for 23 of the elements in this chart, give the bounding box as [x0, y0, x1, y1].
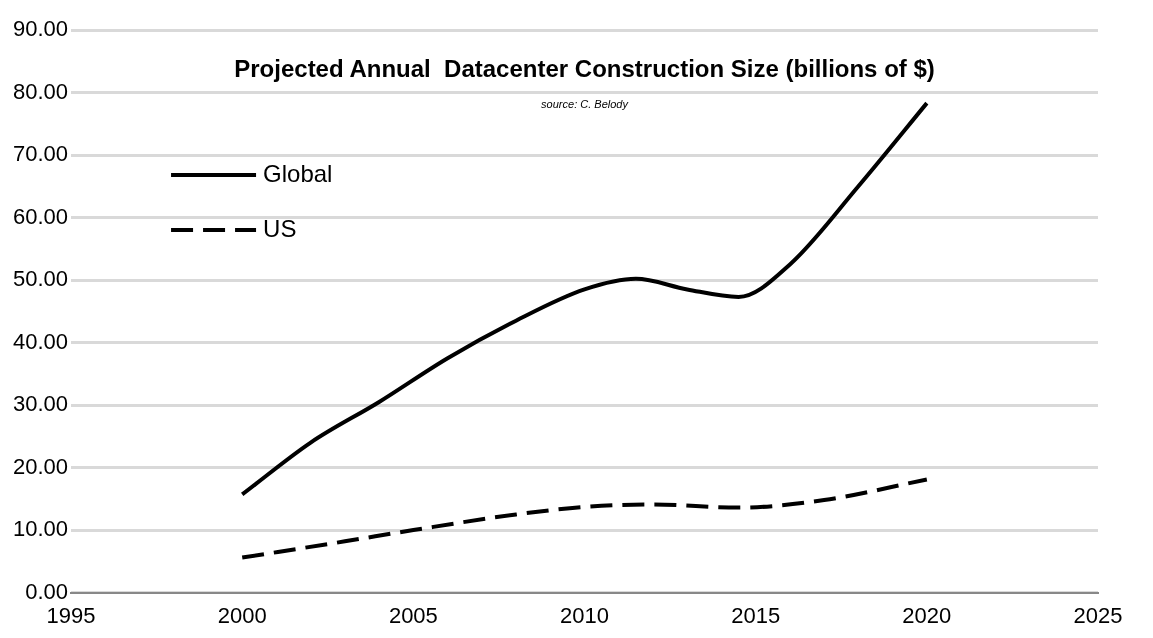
y-tick-label: 60.00 [12, 203, 69, 229]
y-tick-label: 0.00 [25, 578, 69, 604]
text: Projected Annual Datacenter Construction Size (billions of $) [234, 54, 935, 82]
y-tick-label: 30.00 [12, 391, 69, 417]
y-tick-label: 50.00 [12, 266, 69, 292]
x-tick-label: 2010 [560, 602, 609, 628]
line-series [240, 101, 929, 497]
x-tick-label: 2015 [731, 602, 781, 628]
x-tick-label: 1995 [46, 602, 96, 628]
y-tick-label: 40.00 [12, 328, 69, 354]
y-tick-label: 80.00 [12, 78, 69, 104]
y-tick-label: 70.00 [12, 141, 69, 167]
x-tick-label: 2025 [1073, 602, 1123, 628]
x-tick-label: 2000 [217, 602, 267, 628]
x-tick-label: 2020 [902, 602, 952, 628]
legend-label: Global [263, 159, 333, 187]
y-tick-label: 10.00 [12, 516, 69, 542]
y-tick-label: 20.00 [12, 453, 69, 479]
annotation: source: C. Belody [541, 98, 630, 111]
y-tick-label: 90.00 [12, 16, 69, 42]
x-tick-label: 2005 [388, 602, 438, 628]
legend-label: US [263, 214, 297, 242]
line-series [240, 477, 929, 560]
